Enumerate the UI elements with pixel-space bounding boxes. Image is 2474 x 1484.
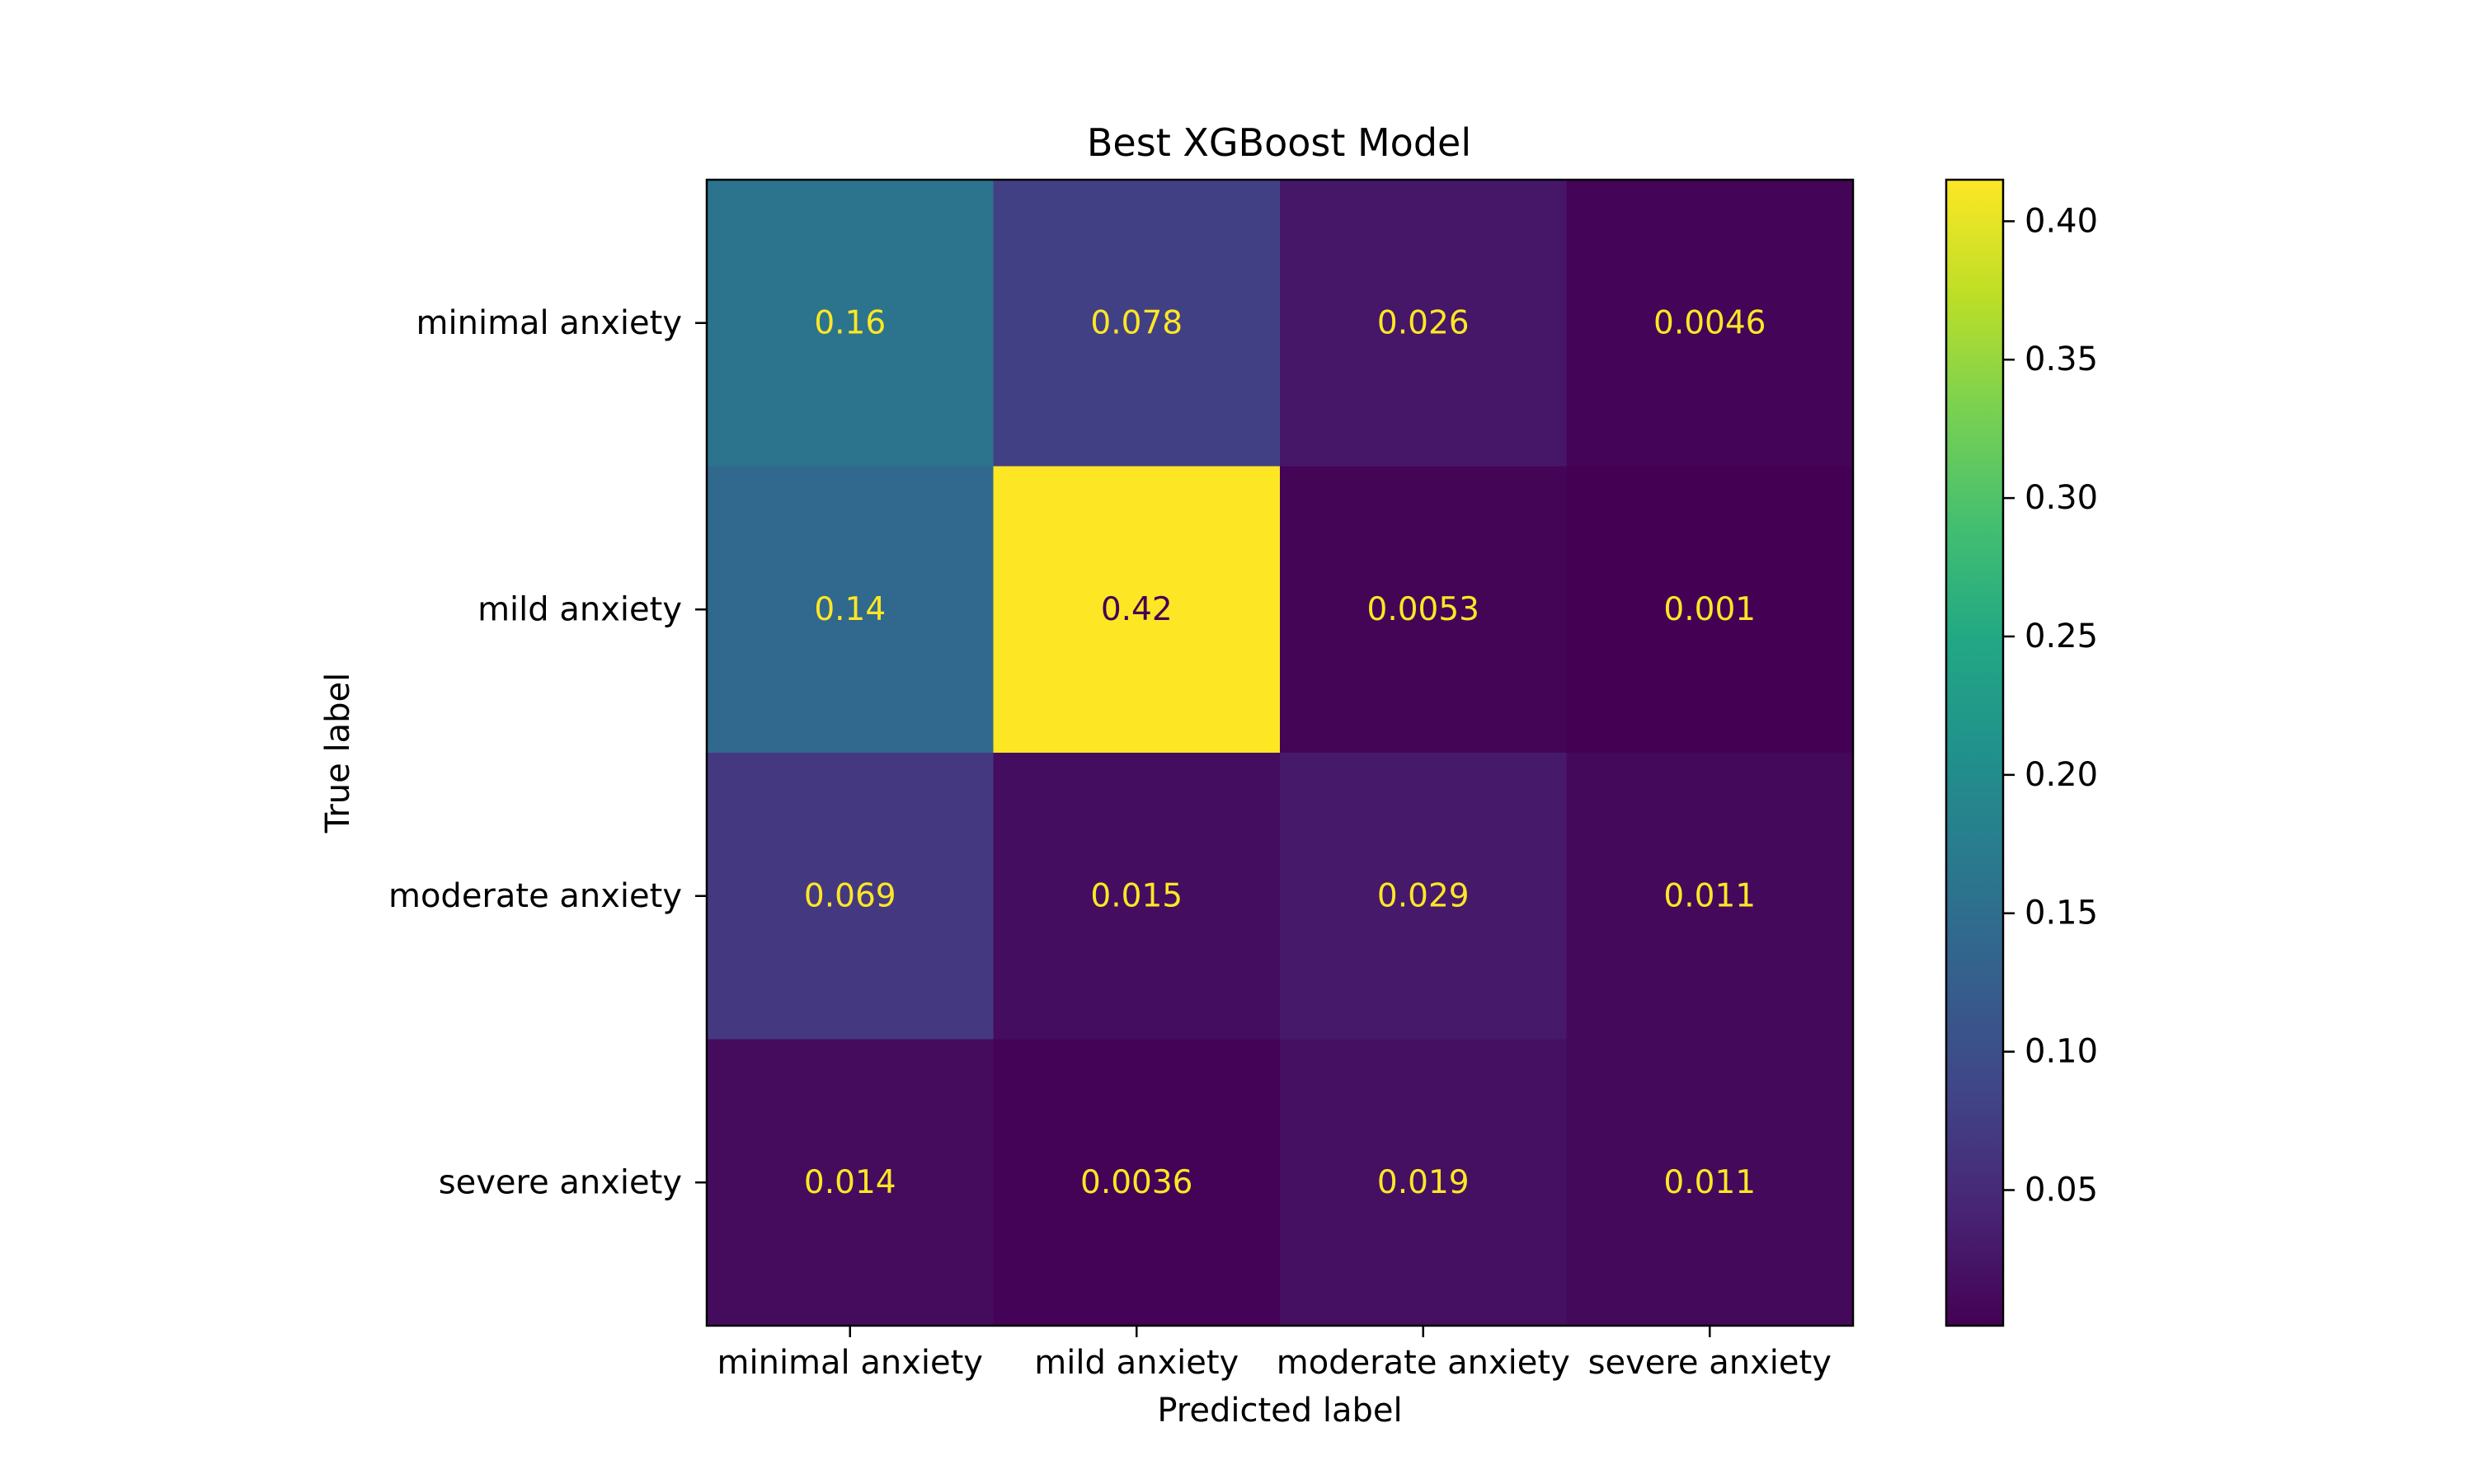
colorbar-tick-label: 0.05 — [2025, 1171, 2098, 1209]
y-axis-ticks: minimal anxiety mild anxiety moderate anxi… — [388, 304, 707, 1201]
x-tick-label: mild anxiety — [1034, 1344, 1239, 1382]
x-tick-label: severe anxiety — [1588, 1344, 1832, 1382]
x-axis-ticks: minimal anxiety mild anxiety moderate anxi… — [717, 1326, 1832, 1382]
heatmap-cell — [993, 180, 1281, 467]
heatmap-value-label: 0.029 — [1377, 877, 1470, 914]
colorbar-tick-label: 0.15 — [2025, 895, 2098, 932]
heatmap-value-label: 0.0053 — [1367, 591, 1479, 628]
heatmap-value-label: 0.14 — [814, 591, 886, 628]
heatmap-value-labels: 0.16 0.078 0.026 0.0046 0.14 0.42 0.0053 0.001 0… — [804, 304, 1766, 1201]
heatmap-cell — [1566, 180, 1854, 467]
colorbar-tick-label: 0.30 — [2025, 479, 2098, 517]
heatmap-value-label: 0.011 — [1663, 1164, 1756, 1201]
colorbar-ticks: 0.05 0.10 0.15 0.20 0.25 0.30 0.35 0.40 — [2003, 202, 2098, 1209]
heatmap-cell — [1280, 753, 1567, 1040]
heatmap-value-label: 0.001 — [1663, 591, 1756, 628]
y-axis-label: True label — [319, 673, 357, 834]
heatmap-cell — [1280, 180, 1567, 467]
heatmap-value-label: 0.015 — [1090, 877, 1183, 914]
heatmap-value-label: 0.16 — [814, 304, 886, 341]
y-tick-label: mild anxiety — [477, 590, 682, 628]
heatmap-cell — [707, 1039, 994, 1327]
heatmap-value-label: 0.019 — [1377, 1164, 1470, 1201]
x-tick-label: moderate anxiety — [1277, 1344, 1570, 1382]
heatmap-value-label: 0.011 — [1663, 877, 1756, 914]
y-tick-label: severe anxiety — [439, 1163, 682, 1201]
colorbar-frame — [1945, 178, 2005, 1327]
heatmap-cell — [1566, 753, 1854, 1040]
heatmap-cells — [707, 180, 1854, 1327]
heatmap-value-label: 0.42 — [1101, 591, 1173, 628]
heatmap-cell — [1280, 466, 1567, 754]
heatmap-cell — [1566, 466, 1854, 754]
colorbar-tick-label: 0.25 — [2025, 618, 2098, 655]
heatmap-cell — [1566, 1039, 1854, 1327]
colorbar — [1946, 180, 2003, 1326]
heatmap-value-label: 0.0046 — [1653, 304, 1766, 341]
heatmap-value-label: 0.0036 — [1080, 1164, 1192, 1201]
colorbar-tick-label: 0.40 — [2025, 202, 2098, 240]
heatmap-cell — [707, 753, 994, 1040]
y-tick-label: moderate anxiety — [388, 877, 682, 915]
heatmap-cell — [993, 466, 1281, 754]
heatmap-cell — [993, 1039, 1281, 1327]
chart-title: Best XGBoost Model — [1087, 120, 1471, 165]
x-axis-label: Predicted label — [1157, 1392, 1402, 1430]
colorbar-tick-label: 0.35 — [2025, 340, 2098, 378]
heatmap-cell — [1280, 1039, 1567, 1327]
colorbar-tick-label: 0.20 — [2025, 756, 2098, 794]
colorbar-tick-label: 0.10 — [2025, 1033, 2098, 1071]
y-tick-label: minimal anxiety — [416, 304, 682, 342]
heatmap-cell — [707, 180, 994, 467]
plot-frame — [705, 178, 1855, 1327]
heatmap-value-label: 0.014 — [804, 1164, 896, 1201]
heatmap-value-label: 0.069 — [804, 877, 896, 914]
x-tick-label: minimal anxiety — [717, 1344, 983, 1382]
heatmap-cell — [707, 466, 994, 754]
heatmap-value-label: 0.078 — [1090, 304, 1183, 341]
heatmap-cell — [993, 753, 1281, 1040]
heatmap-value-label: 0.026 — [1377, 304, 1470, 341]
